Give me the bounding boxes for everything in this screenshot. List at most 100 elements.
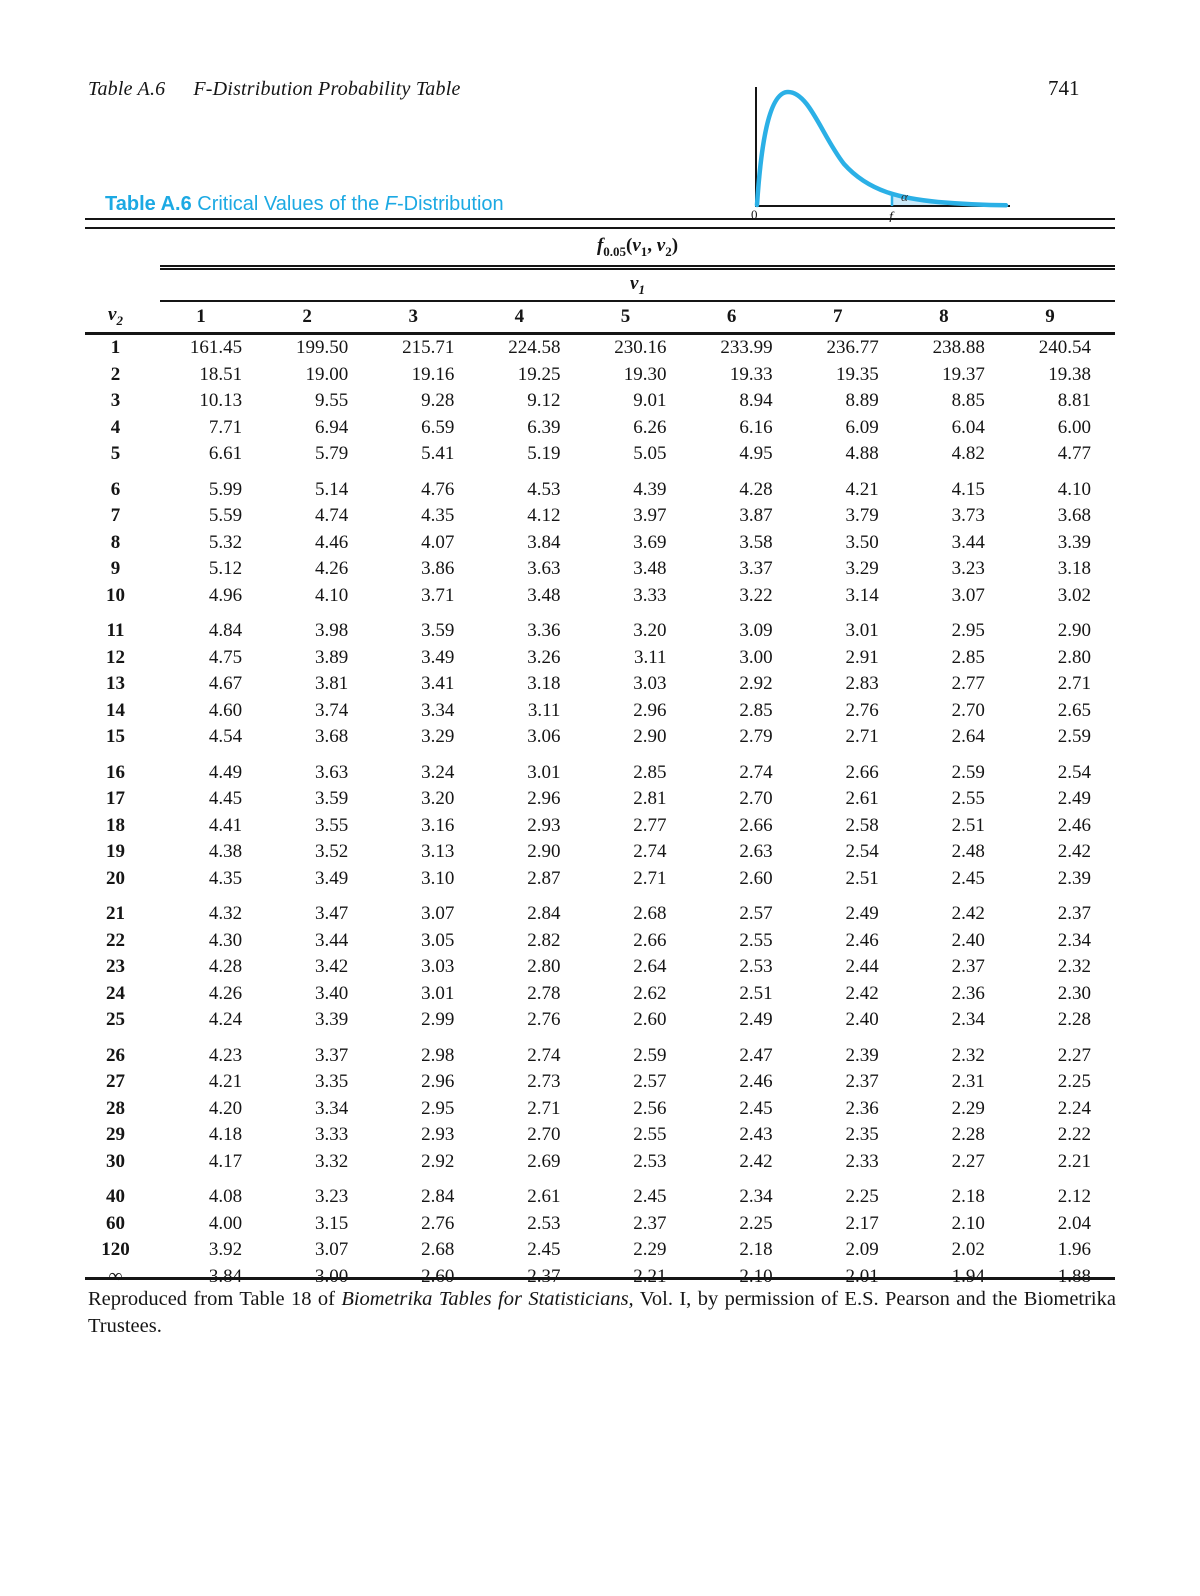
table-cell: 2.70 (527, 1124, 561, 1145)
table-cell: 4.28 (739, 478, 773, 500)
table-cell: 19.16 (411, 363, 455, 385)
table-cell: 2.87 (527, 867, 561, 889)
row-header: 2 (110, 363, 121, 385)
table-cell: 3.02 (1057, 584, 1091, 606)
table-cell: 3.29 (845, 558, 879, 579)
table-cell: 3.48 (527, 584, 561, 606)
table-cell: 3.06 (527, 726, 561, 747)
table-row: 1 161.45 199.50 215.71 224.58 230.16 233.99 236… (85, 334, 1115, 362)
table-row: 11 4.84 3.98 3.59 3.36 3.20 3.09 3.01 2.95 2.90 (85, 609, 1115, 645)
table-cell: 2.60 (739, 867, 773, 889)
table-cell: 5.32 (208, 531, 243, 553)
running-head-table-label: Table A.6 (88, 78, 166, 100)
table-cell: 3.63 (527, 558, 561, 579)
column-header: 5 (584, 301, 691, 335)
table-cell: 2.40 (951, 929, 985, 951)
table-cell: 6.59 (421, 416, 455, 438)
table-cell: 2.36 (845, 1097, 879, 1119)
table-cell: 2.10 (739, 1265, 773, 1287)
table-cell: 19.38 (1048, 363, 1091, 385)
table-cell: 2.53 (527, 1212, 561, 1234)
table-cell: 5.05 (633, 443, 667, 464)
table-cell: 4.12 (527, 505, 561, 526)
column-header: 9 (1008, 301, 1115, 335)
table-cell: 4.28 (208, 956, 243, 977)
table-cell: 6.16 (739, 416, 773, 438)
table-cell: 9.55 (314, 390, 349, 411)
table-row: 19 4.38 3.52 3.13 2.90 2.74 2.63 2.54 2.48 2.42 (85, 839, 1115, 866)
running-head: Table A.6 F-Distribution Probability Tabl… (88, 78, 461, 101)
table-cell: 3.74 (314, 699, 349, 721)
table-row: 14 4.60 3.74 3.34 3.11 2.96 2.85 2.76 2.70 2.65 (85, 698, 1115, 725)
row-header: 16 (106, 761, 125, 783)
table-cell: 3.87 (739, 505, 773, 526)
table-cell: 4.75 (208, 646, 243, 668)
table-cell: 3.86 (421, 558, 455, 579)
table-cell: 2.93 (421, 1124, 455, 1145)
credit-text-end: Vol. I, by permission of E.S. Pearson an… (88, 1288, 1116, 1337)
table-cell: 2.48 (951, 841, 985, 862)
table-cell: 8.94 (739, 390, 773, 411)
row-header: ∞ (108, 1265, 123, 1287)
func-f: f (596, 234, 604, 256)
table-row: 27 4.21 3.35 2.96 2.73 2.57 2.46 2.37 2.31 2.25 (85, 1069, 1115, 1096)
table-cell: 4.30 (208, 929, 243, 951)
table-row: 30 4.17 3.32 2.92 2.69 2.53 2.42 2.33 2.27 2.21 (85, 1149, 1115, 1176)
table-cell: 2.69 (527, 1150, 561, 1172)
table-cell: 3.15 (314, 1212, 349, 1234)
table-cell: 2.93 (527, 814, 561, 836)
table-cell: 2.92 (739, 673, 773, 694)
bottom-rule (85, 1277, 1115, 1280)
table-cell: 2.73 (527, 1071, 561, 1092)
column-header: 6 (690, 301, 797, 335)
table-row: 21 4.32 3.47 3.07 2.84 2.68 2.57 2.49 2.42 2.37 (85, 892, 1115, 928)
table-function-header: f0.05(v1, v2) (160, 229, 1115, 270)
table-row: 6 5.99 5.14 4.76 4.53 4.39 4.28 4.21 4.15 4.10 (85, 468, 1115, 504)
row-header: 14 (106, 699, 125, 721)
row-header: 18 (106, 814, 125, 836)
table-cell: 2.63 (739, 841, 773, 862)
table-cell: 19.00 (305, 363, 349, 385)
table-cell: 4.23 (208, 1044, 243, 1066)
table-cell: 3.01 (845, 620, 879, 641)
table-cell: 9.28 (421, 390, 455, 411)
source-credit: Reproduced from Table 18 of Biometrika T… (88, 1286, 1116, 1340)
table-cell: 3.23 (951, 558, 985, 579)
table-row: 3 10.13 9.55 9.28 9.12 9.01 8.94 8.89 8.85 8.81 (85, 388, 1115, 415)
table-cell: 4.96 (208, 584, 243, 606)
table-cell: 2.29 (951, 1097, 985, 1119)
table-cell: 5.14 (314, 478, 349, 500)
caption-table-number: Table A.6 (105, 193, 192, 215)
table-cell: 2.54 (1057, 761, 1091, 783)
table-cell: 4.39 (633, 478, 667, 500)
table-row: 16 4.49 3.63 3.24 3.01 2.85 2.74 2.66 2.59 2.54 (85, 751, 1115, 787)
table-cell: 2.34 (1057, 929, 1091, 951)
table-cell: 2.46 (1057, 814, 1091, 836)
row-header: 4 (110, 416, 121, 438)
row-header: 5 (110, 443, 121, 464)
table-cell: 2.28 (951, 1124, 985, 1145)
table-cell: 4.35 (208, 867, 243, 889)
table-cell: 3.10 (421, 867, 455, 889)
table-cell: 2.60 (633, 1009, 667, 1030)
table-row: 22 4.30 3.44 3.05 2.82 2.66 2.55 2.46 2.40 2.34 (85, 928, 1115, 955)
table-cell: 3.32 (314, 1150, 349, 1172)
table-cell: 2.85 (633, 761, 667, 783)
table-cell: 3.03 (633, 673, 667, 694)
table-cell: 2.49 (1057, 788, 1091, 809)
table-cell: 10.13 (199, 390, 243, 411)
table-cell: 8.89 (845, 390, 879, 411)
table-cell: 3.79 (845, 505, 879, 526)
table-cell: 3.71 (421, 584, 455, 606)
credit-source-title: Biometrika Tables for Statisticians, (341, 1288, 634, 1310)
table-cell: 3.59 (314, 788, 349, 809)
table-cell: 3.58 (739, 531, 773, 553)
table-cell: 2.37 (633, 1212, 667, 1234)
table-cell: 5.99 (208, 478, 243, 500)
table-cell: 2.76 (845, 699, 879, 721)
table-cell: 2.80 (1057, 646, 1091, 668)
table-cell: 19.33 (729, 363, 773, 385)
table-cell: 2.37 (951, 956, 985, 977)
table-cell: 2.77 (951, 673, 985, 694)
